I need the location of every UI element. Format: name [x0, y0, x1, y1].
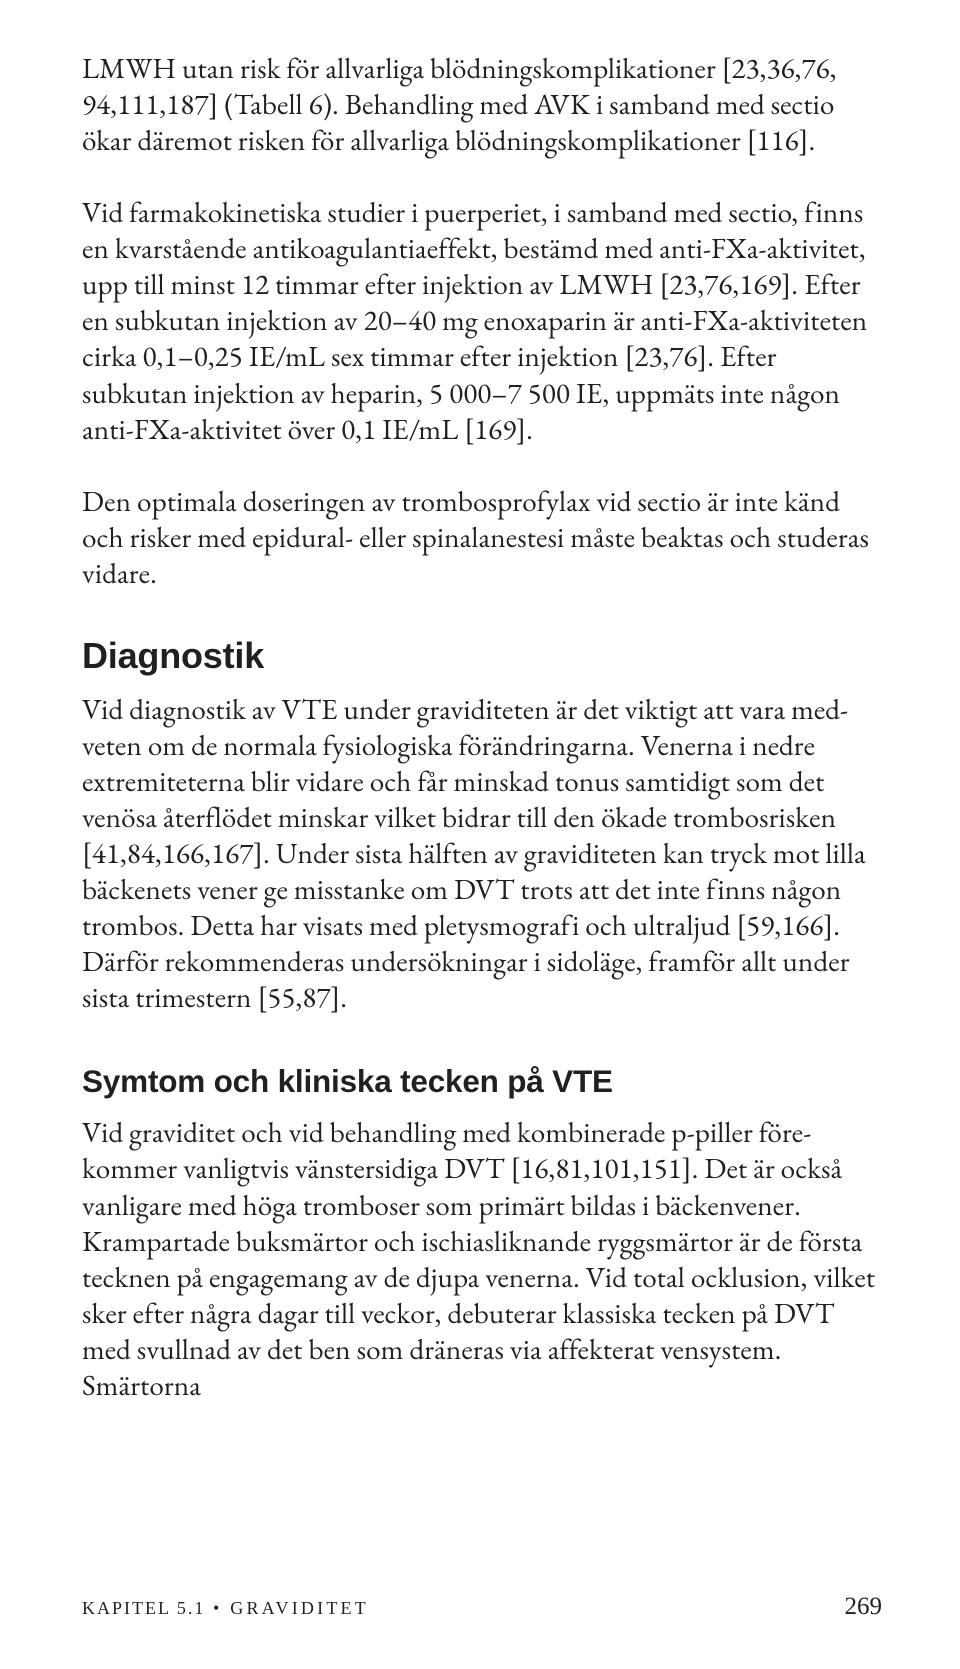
footer-chapter: KAPITEL 5.1 • GRAVIDITET	[82, 1598, 369, 1619]
body-paragraph: Den optimala doseringen av trombosprofyl…	[82, 483, 882, 591]
footer-chapter-title: GRAVIDITET	[230, 1598, 369, 1618]
footer-page-number: 269	[845, 1593, 883, 1621]
footer-separator: •	[213, 1598, 223, 1618]
footer-chapter-label: KAPITEL 5.1	[82, 1598, 205, 1618]
body-paragraph: Vid diagnostik av VTE under graviditeten…	[82, 691, 882, 1016]
heading-diagnostik: Diagnostik	[82, 635, 882, 677]
heading-symtom: Symtom och kliniska tecken på VTE	[82, 1063, 882, 1100]
body-paragraph: Vid farmakokinetiska studier i puerperie…	[82, 194, 882, 446]
body-paragraph: Vid graviditet och vid behandling med ko…	[82, 1114, 882, 1403]
document-page: LMWH utan risk för allvarliga blödningsk…	[0, 0, 960, 1669]
page-footer: KAPITEL 5.1 • GRAVIDITET 269	[82, 1593, 882, 1621]
body-paragraph: LMWH utan risk för allvarliga blödningsk…	[82, 50, 882, 158]
